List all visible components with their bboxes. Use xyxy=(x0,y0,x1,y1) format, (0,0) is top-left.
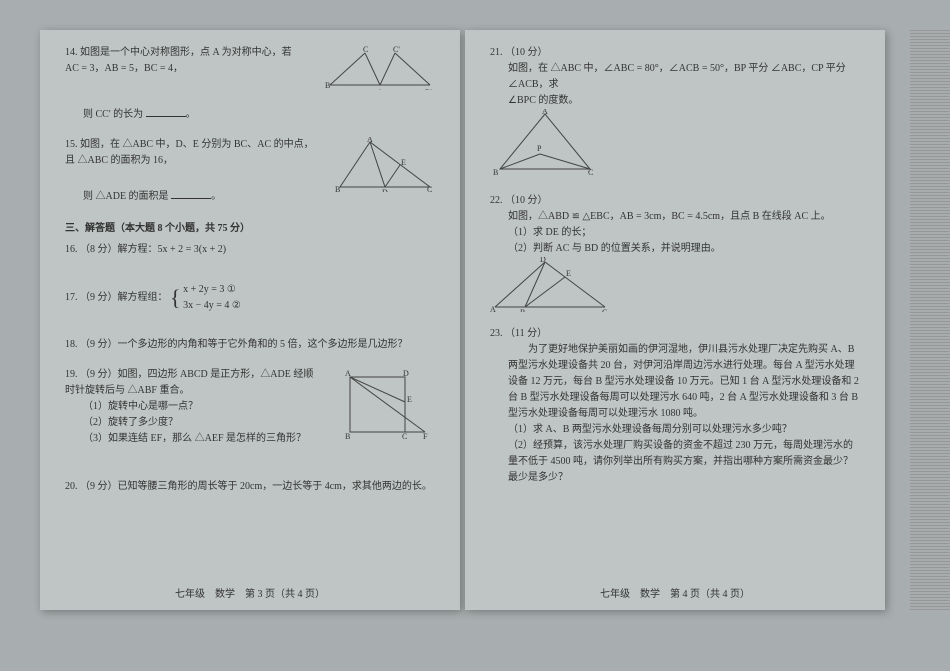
q22: 22. （10 分） 如图，△ABD ≌ △EBC，AB = 3cm，BC = … xyxy=(490,193,860,312)
svg-text:D: D xyxy=(382,188,388,192)
svg-text:A: A xyxy=(542,109,548,116)
q23-p1: 为了更好地保护美丽如画的伊河湿地，伊川县污水处理厂决定先购买 A、B 两型污水处… xyxy=(508,342,860,422)
section-3-title: 三、解答题（本大题 8 个小题，共 75 分） xyxy=(65,219,435,234)
q19-s1: （1）旋转中心是哪一点？ xyxy=(83,399,320,415)
q15-text-a: 如图，在 △ABC 中，D、E 分别为 BC、AC 的中点，且 △ABC 的面积… xyxy=(65,139,314,166)
q17: 17. （9 分）解方程组： { x + 2y = 3 ① 3x − 4y = … xyxy=(65,280,435,315)
svg-text:C: C xyxy=(602,308,607,312)
q21-num: 21. xyxy=(490,47,503,58)
q19-s3: （3）如果连结 EF，那么 △AEF 是怎样的三角形？ xyxy=(83,431,320,447)
svg-text:D: D xyxy=(540,257,546,264)
q23-pts: （11 分） xyxy=(505,328,547,339)
svg-text:C': C' xyxy=(393,45,400,54)
svg-text:B: B xyxy=(493,168,498,177)
q14-text-b: 则 CC' 的长为 xyxy=(83,109,143,120)
q18-num: 18. xyxy=(65,339,78,350)
svg-text:P: P xyxy=(537,144,542,153)
svg-text:A: A xyxy=(490,305,496,312)
q21-text-a: 如图，在 △ABC 中，∠ABC = 80°，∠ACB = 50°，BP 平分 … xyxy=(508,61,860,93)
svg-text:C: C xyxy=(363,45,368,54)
q15-num: 15. xyxy=(65,139,78,150)
q19: 19. （9 分）如图，四边形 ABCD 是正方形，△ADE 经顺时针旋转后与 … xyxy=(65,367,435,457)
svg-text:C: C xyxy=(402,432,407,441)
q21-figure: A B C P xyxy=(490,109,860,179)
q21: 21. （10 分） 如图，在 △ABC 中，∠ABC = 80°，∠ACB =… xyxy=(490,45,860,179)
svg-text:C: C xyxy=(427,185,432,192)
svg-text:B: B xyxy=(335,185,340,192)
q19-text: （9 分）如图，四边形 ABCD 是正方形，△ADE 经顺时针旋转后与 △ABF… xyxy=(65,369,313,396)
svg-text:A: A xyxy=(377,88,383,90)
svg-text:B: B xyxy=(325,81,330,90)
q20-num: 20. xyxy=(65,481,78,492)
q14-figure: B C A C' B' xyxy=(325,45,435,90)
q17-eq2: 3x − 4y = 4 ② xyxy=(183,298,241,314)
footer-left: 七年级 数学 第 3 页（共 4 页） xyxy=(40,585,460,600)
q22-s1: （1）求 DE 的长； xyxy=(508,225,860,241)
q21-pts: （10 分） xyxy=(505,47,548,58)
q20: 20. （9 分）已知等腰三角形的周长等于 20cm，一边长等于 4cm，求其他… xyxy=(65,479,435,495)
q22-text-a: 如图，△ABD ≌ △EBC，AB = 3cm，BC = 4.5cm，且点 B … xyxy=(508,209,860,225)
q23-num: 23. xyxy=(490,328,503,339)
q22-pts: （10 分） xyxy=(505,195,548,206)
q14: 14. 如图是一个中心对称图形，点 A 为对称中心，若 AC = 3，AB = … xyxy=(65,45,435,123)
svg-text:E: E xyxy=(407,395,412,404)
q15-blank xyxy=(171,189,211,199)
q21-text-b: ∠BPC 的度数。 xyxy=(508,93,860,109)
q19-figure: A D B C E F xyxy=(340,367,435,457)
q23: 23. （11 分） 为了更好地保护美丽如画的伊河湿地，伊川县污水处理厂决定先购… xyxy=(490,326,860,486)
footer-right: 七年级 数学 第 4 页（共 4 页） xyxy=(465,585,885,600)
q17-num: 17. xyxy=(65,292,78,303)
svg-text:F: F xyxy=(423,432,428,441)
q17-eq1: x + 2y = 3 ① xyxy=(183,282,241,298)
q22-s2: （2）判断 AC 与 BD 的位置关系，并说明理由。 xyxy=(508,241,860,257)
q23-s2: （2）经预算，该污水处理厂购买设备的资金不超过 230 万元，每周处理污水的量不… xyxy=(508,438,860,486)
q22-num: 22. xyxy=(490,195,503,206)
svg-text:D: D xyxy=(403,369,409,378)
q17-text: （9 分）解方程组： xyxy=(80,292,168,303)
q14-blank xyxy=(146,107,186,117)
q19-s2: （2）旋转了多少度？ xyxy=(83,415,320,431)
q15-figure: A B C D E xyxy=(335,137,435,192)
q14-num: 14. xyxy=(65,47,78,58)
svg-text:B: B xyxy=(345,432,350,441)
q15: 15. 如图，在 △ABC 中，D、E 分别为 BC、AC 的中点，且 △ABC… xyxy=(65,137,435,205)
svg-text:A: A xyxy=(367,137,373,144)
svg-text:E: E xyxy=(401,158,406,167)
q19-num: 19. xyxy=(65,369,78,380)
svg-text:B': B' xyxy=(425,88,432,90)
q18: 18. （9 分）一个多边形的内角和等于它外角和的 5 倍，这个多边形是几边形？ xyxy=(65,337,435,353)
q20-text: （9 分）已知等腰三角形的周长等于 20cm，一边长等于 4cm，求其他两边的长… xyxy=(80,481,432,492)
svg-text:B: B xyxy=(520,308,525,312)
svg-text:A: A xyxy=(345,369,351,378)
q18-text: （9 分）一个多边形的内角和等于它外角和的 5 倍，这个多边形是几边形？ xyxy=(80,339,408,350)
q22-figure: A B C D E xyxy=(490,257,860,312)
page-3: 14. 如图是一个中心对称图形，点 A 为对称中心，若 AC = 3，AB = … xyxy=(40,30,460,610)
page-4: 21. （10 分） 如图，在 △ABC 中，∠ABC = 80°，∠ACB =… xyxy=(465,30,885,610)
svg-text:C: C xyxy=(588,168,593,177)
binding-edge xyxy=(910,30,950,610)
svg-text:E: E xyxy=(566,269,571,278)
q15-text-b: 则 △ADE 的面积是 xyxy=(83,191,169,202)
q14-text-a: 如图是一个中心对称图形，点 A 为对称中心，若 AC = 3，AB = 5，BC… xyxy=(65,47,292,74)
q16-text: （8 分）解方程：5x + 2 = 3(x + 2) xyxy=(80,244,226,255)
q16-num: 16. xyxy=(65,244,78,255)
q23-s1: （1）求 A、B 两型污水处理设备每周分别可以处理污水多少吨？ xyxy=(508,422,860,438)
q16: 16. （8 分）解方程：5x + 2 = 3(x + 2) xyxy=(65,242,435,258)
